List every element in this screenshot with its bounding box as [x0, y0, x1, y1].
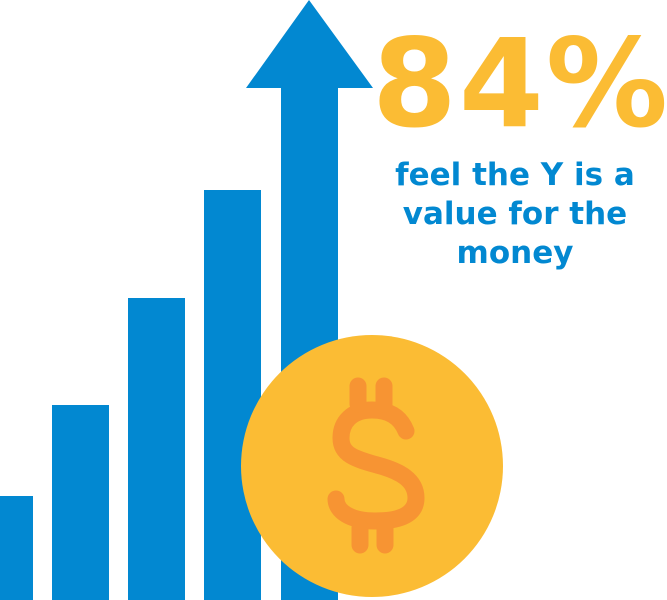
caption-line-3: money [456, 235, 574, 271]
bar-3 [128, 298, 185, 600]
dollar-sign-icon [327, 377, 425, 554]
up-arrow [246, 0, 373, 600]
caption-line-1: feel the Y is a [395, 157, 635, 193]
dollar-coin-icon [241, 335, 503, 597]
bar-4 [204, 190, 261, 600]
bar-1 [0, 496, 33, 600]
headline-percentage: 84% [372, 13, 667, 155]
caption: feel the Y is a value for the money [370, 156, 660, 273]
bar-2 [52, 405, 109, 600]
caption-line-2: value for the [402, 196, 628, 232]
